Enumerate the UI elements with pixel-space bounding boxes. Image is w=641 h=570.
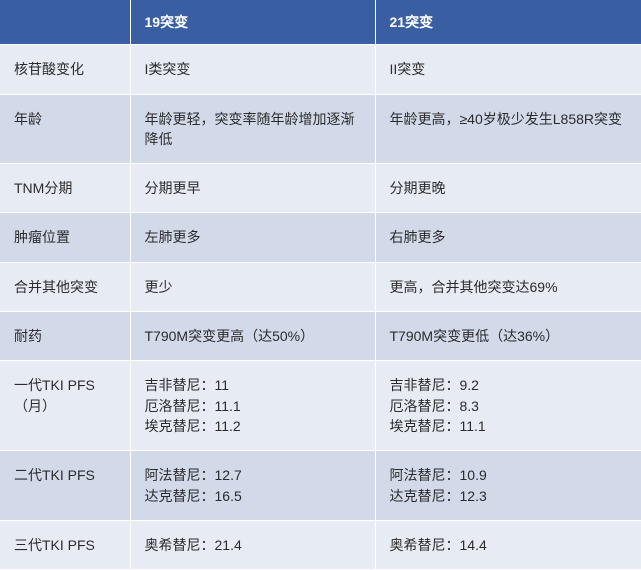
row-label: 核苷酸变化 [0,45,130,94]
cell-21: II突变 [375,45,641,94]
cell-19: 年龄更轻，突变率随年龄增加逐渐降低 [130,94,375,164]
table-row: 肿瘤位置左肺更多右肺更多 [0,213,641,262]
table-row: 核苷酸变化I类突变II突变 [0,45,641,94]
table-header-row: 19突变 21突变 [0,0,641,45]
row-label: 年龄 [0,94,130,164]
row-label: 肿瘤位置 [0,213,130,262]
table-row: 二代TKI PFS阿法替尼：12.7 达克替尼：16.5阿法替尼：10.9 达克… [0,451,641,521]
table-row: 合并其他突变更少更高，合并其他突变达69% [0,262,641,311]
row-label: 三代TKI PFS [0,520,130,569]
cell-19: 奥希替尼：21.4 [130,520,375,569]
row-label: 二代TKI PFS [0,451,130,521]
table-row: 年龄年龄更轻，突变率随年龄增加逐渐降低年龄更高，≥40岁极少发生L858R突变 [0,94,641,164]
cell-21: T790M突变更低（达36%） [375,312,641,361]
row-label: TNM分期 [0,164,130,213]
cell-21: 阿法替尼：10.9 达克替尼：12.3 [375,451,641,521]
cell-21: 年龄更高，≥40岁极少发生L858R突变 [375,94,641,164]
row-label: 耐药 [0,312,130,361]
row-label: 一代TKI PFS（月） [0,361,130,451]
cell-21: 更高，合并其他突变达69% [375,262,641,311]
cell-21: 吉非替尼：9.2 厄洛替尼：8.3 埃克替尼：11.1 [375,361,641,451]
cell-21: 奥希替尼：14.4 [375,520,641,569]
cell-19: 更少 [130,262,375,311]
header-empty [0,0,130,45]
cell-19: T790M突变更高（达50%） [130,312,375,361]
row-label: 合并其他突变 [0,262,130,311]
table-row: 耐药T790M突变更高（达50%）T790M突变更低（达36%） [0,312,641,361]
cell-19: 左肺更多 [130,213,375,262]
cell-19: 分期更早 [130,164,375,213]
table-row: TNM分期分期更早分期更晚 [0,164,641,213]
header-21: 21突变 [375,0,641,45]
comparison-table: 19突变 21突变 核苷酸变化I类突变II突变年龄年龄更轻，突变率随年龄增加逐渐… [0,0,641,570]
table-body: 核苷酸变化I类突变II突变年龄年龄更轻，突变率随年龄增加逐渐降低年龄更高，≥40… [0,45,641,570]
cell-21: 分期更晚 [375,164,641,213]
table-row: 三代TKI PFS奥希替尼：21.4奥希替尼：14.4 [0,520,641,569]
cell-19: 阿法替尼：12.7 达克替尼：16.5 [130,451,375,521]
cell-19: I类突变 [130,45,375,94]
cell-19: 吉非替尼：11 厄洛替尼：11.1 埃克替尼：11.2 [130,361,375,451]
header-19: 19突变 [130,0,375,45]
table-row: 一代TKI PFS（月）吉非替尼：11 厄洛替尼：11.1 埃克替尼：11.2吉… [0,361,641,451]
cell-21: 右肺更多 [375,213,641,262]
